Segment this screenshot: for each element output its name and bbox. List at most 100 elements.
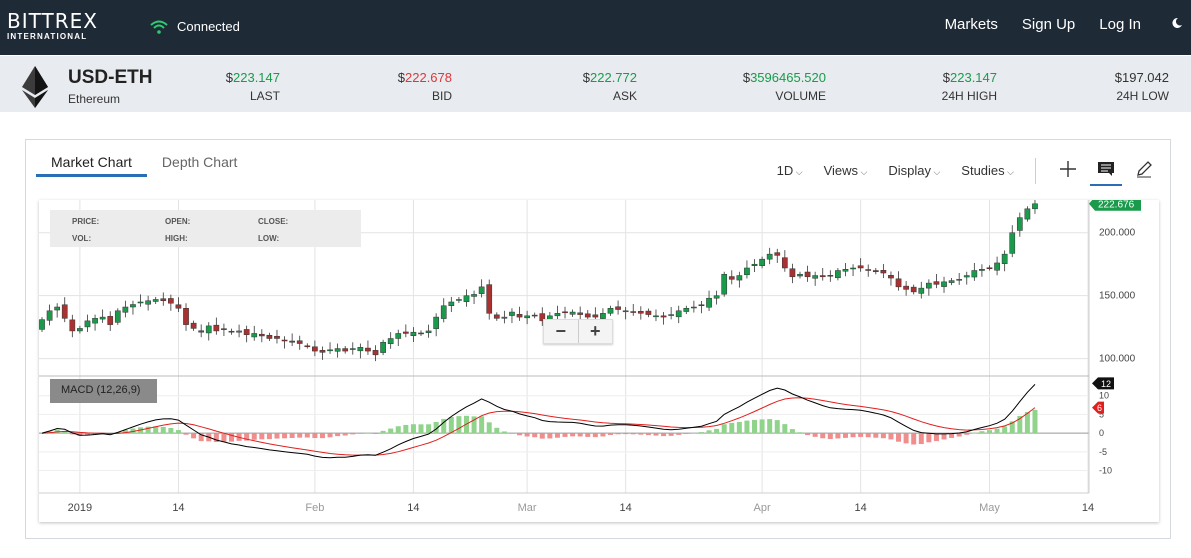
macd-histogram-bar <box>858 433 864 437</box>
macd-histogram-bar <box>842 433 848 438</box>
macd-line-tag-label: 12 <box>1101 379 1111 389</box>
currency-symbol: $ <box>1114 70 1122 85</box>
nav-log-in-link[interactable]: Log In <box>1099 16 1141 33</box>
candle-body <box>228 330 235 333</box>
candle-body <box>842 268 849 272</box>
stat-ask: $222.772 ASK <box>583 70 637 103</box>
macd-histogram-bar <box>229 433 234 442</box>
candle-body <box>137 301 144 304</box>
macd-histogram-bar <box>153 426 159 434</box>
macd-histogram-bar <box>486 422 492 434</box>
candle-body <box>948 280 955 283</box>
stat-value: 222.772 <box>590 70 637 85</box>
chart-svg[interactable]: 100.000 150.000 200.000 222.676 10 5 0 -5 -10 12 6… <box>39 200 1159 522</box>
macd-histogram-bar <box>259 433 265 440</box>
display-dropdown[interactable]: Display <box>888 163 940 178</box>
candle-body <box>456 299 462 301</box>
candle-body <box>266 334 273 339</box>
tab-depth-chart[interactable]: Depth Chart <box>161 154 238 170</box>
macd-histogram-bar <box>266 433 272 440</box>
candle-body <box>296 340 303 344</box>
candle-body <box>600 313 606 319</box>
macd-histogram-bar <box>554 433 560 438</box>
stat-value: 223.147 <box>950 70 997 85</box>
candle-body <box>963 275 970 278</box>
wifi-icon <box>150 20 168 34</box>
currency-symbol: $ <box>942 70 950 85</box>
interval-dropdown[interactable]: 1D <box>777 163 803 178</box>
macd-histogram-bar <box>805 433 811 436</box>
time-axis-label: 2019 <box>68 502 92 514</box>
macd-histogram-bar <box>251 433 257 440</box>
theme-toggle[interactable] <box>1171 16 1183 33</box>
macd-histogram-bar <box>426 424 432 434</box>
macd-signal-line <box>41 397 1036 456</box>
macd-histogram-bar <box>964 433 970 435</box>
candle-body <box>395 333 402 339</box>
candle-body <box>501 316 508 319</box>
chart-panel: Market Chart Depth Chart 1D Views Displa… <box>25 139 1171 539</box>
tab-market-chart[interactable]: Market Chart <box>36 154 147 177</box>
studies-dropdown[interactable]: Studies <box>961 163 1014 178</box>
currency-symbol: $ <box>397 70 405 85</box>
candle-body <box>213 324 220 332</box>
candle-body <box>243 329 250 335</box>
candle-body <box>509 311 515 316</box>
macd-histogram-bar <box>812 433 818 437</box>
info-panel-button[interactable] <box>1090 161 1122 186</box>
chart-area[interactable]: 100.000 150.000 200.000 222.676 10 5 0 -5 -10 12 6… <box>39 200 1159 522</box>
currency-symbol: $ <box>225 70 233 85</box>
candle-body <box>365 347 371 352</box>
macd-histogram-bar <box>835 433 841 439</box>
macd-histogram-bar <box>987 430 992 434</box>
current-price-tag <box>1089 200 1141 211</box>
stat-label: LAST <box>249 89 280 103</box>
candle-body <box>668 314 674 316</box>
candle-body <box>410 331 417 336</box>
macd-histogram-bar <box>759 419 765 434</box>
macd-histogram-bar <box>304 433 310 438</box>
views-dropdown[interactable]: Views <box>824 163 868 178</box>
macd-histogram-bar <box>494 427 500 434</box>
draw-button[interactable] <box>1128 160 1160 181</box>
macd-histogram-bar <box>600 433 606 437</box>
candle-body <box>797 274 803 277</box>
macd-axis-label: 10 <box>1099 391 1109 401</box>
candle-body <box>289 340 295 343</box>
macd-histogram-bar <box>524 433 530 437</box>
logo-main-text: BITTREX <box>7 9 98 33</box>
macd-histogram-bar <box>327 433 333 438</box>
bittrex-logo[interactable]: BITTREX INTERNATIONAL <box>7 11 98 41</box>
candle-body <box>471 294 477 297</box>
macd-histogram-bar <box>403 424 409 434</box>
logo-sub-text: INTERNATIONAL <box>7 32 88 41</box>
macd-histogram-bar <box>69 433 75 435</box>
stat-bid: $222.678 BID <box>398 70 452 103</box>
nav-markets-link[interactable]: Markets <box>944 16 998 33</box>
nav-sign-up-link[interactable]: Sign Up <box>1021 16 1076 33</box>
candle-body <box>637 311 644 314</box>
zoom-out-button[interactable]: − <box>544 320 579 343</box>
candle-body <box>584 313 591 318</box>
info-low-label: LOW: <box>258 234 280 243</box>
macd-histogram-bar <box>517 433 523 436</box>
macd-histogram-bar <box>933 433 939 442</box>
macd-histogram-bar <box>471 416 477 434</box>
macd-histogram-bar <box>782 424 788 434</box>
macd-histogram-bar <box>971 432 977 434</box>
macd-study-label[interactable]: MACD (12,26,9) <box>50 379 157 403</box>
macd-histogram-bar <box>365 432 371 434</box>
zoom-in-button[interactable]: + <box>589 321 601 341</box>
candle-body <box>531 314 538 317</box>
time-axis-label: 14 <box>1082 502 1094 514</box>
macd-histogram-bar <box>388 428 394 434</box>
macd-histogram-bar <box>456 416 462 434</box>
price-axis-label: 100.000 <box>1099 354 1136 365</box>
candle-body <box>448 301 455 307</box>
candle-body <box>539 313 546 322</box>
macd-line <box>41 384 1036 459</box>
crosshair-button[interactable] <box>1052 160 1084 181</box>
connection-status-text: Connected <box>177 19 240 34</box>
candle-body <box>160 298 167 301</box>
candle-body <box>645 310 652 315</box>
